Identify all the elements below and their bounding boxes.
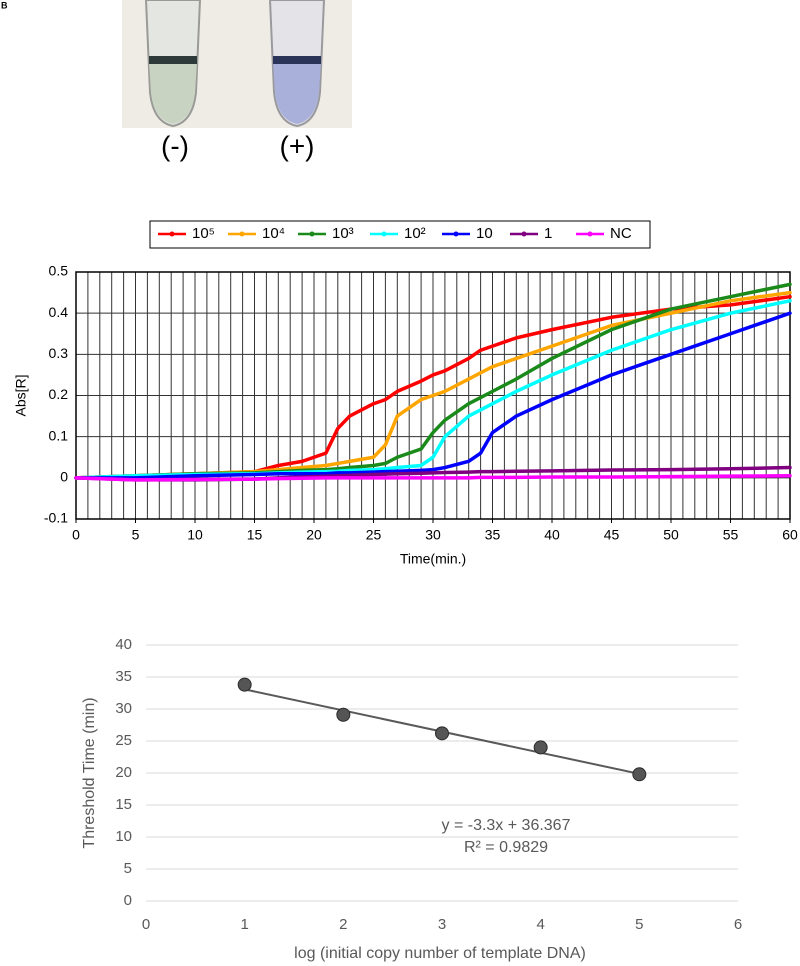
y-tick-label: 30 xyxy=(115,700,132,717)
y-tick-label: 25 xyxy=(115,732,132,749)
y-tick-label: 0.2 xyxy=(49,386,69,402)
legend-marker xyxy=(587,231,593,237)
x-tick-label: 50 xyxy=(663,527,679,543)
tube-photo xyxy=(122,0,352,128)
series-line xyxy=(74,290,792,480)
trendline-r2: R² = 0.9829 xyxy=(464,839,548,856)
legend-label: 10² xyxy=(404,225,426,242)
x-axis-label: Time(min.) xyxy=(400,551,466,567)
x-tick-label: 6 xyxy=(734,916,742,933)
series-line xyxy=(74,294,792,480)
legend-label: 1 xyxy=(544,225,552,242)
tube-label: (-) xyxy=(161,130,189,161)
series-line xyxy=(74,311,792,480)
y-tick-label: 0.1 xyxy=(49,427,69,443)
y-tick-label: 0 xyxy=(124,892,132,909)
y-tick-label: 5 xyxy=(124,860,132,877)
y-tick-label: 10 xyxy=(115,828,132,845)
y-tick-label: 35 xyxy=(115,668,132,685)
y-tick-label: 0.3 xyxy=(49,345,69,361)
legend-label: 10⁴ xyxy=(262,225,285,242)
legend-label: NC xyxy=(610,225,632,242)
x-tick-label: 60 xyxy=(782,527,798,543)
legend-label: 10⁵ xyxy=(192,225,215,242)
y-tick-label: 0.4 xyxy=(49,304,69,320)
legend-marker xyxy=(169,231,175,237)
y-tick-label: 15 xyxy=(115,796,132,813)
x-tick-label: 0 xyxy=(142,916,150,933)
x-tick-label: 55 xyxy=(723,527,739,543)
series-line xyxy=(74,474,792,482)
data-point xyxy=(435,726,449,741)
x-tick-label: 10 xyxy=(187,527,203,543)
x-tick-label: 3 xyxy=(438,916,446,933)
y-axis-label: Abs[R] xyxy=(13,374,29,416)
data-point xyxy=(533,740,548,755)
x-tick-label: 35 xyxy=(485,527,501,543)
x-tick-label: 15 xyxy=(247,527,263,543)
x-tick-label: 1 xyxy=(240,916,248,933)
legend-marker xyxy=(521,231,527,237)
legend-label: 10 xyxy=(476,225,493,242)
x-tick-label: 30 xyxy=(425,527,441,543)
legend-marker xyxy=(453,231,459,237)
x-tick-label: 5 xyxy=(635,916,643,933)
x-tick-label: 2 xyxy=(339,916,347,933)
x-tick-label: 40 xyxy=(544,527,560,543)
y-tick-label: 20 xyxy=(115,764,132,781)
legend-marker xyxy=(381,231,387,237)
y-tick-label: 0 xyxy=(60,469,68,485)
data-point xyxy=(336,707,351,722)
y-axis-label: Threshold Time (min) xyxy=(81,697,98,848)
data-point xyxy=(237,677,252,692)
y-tick-label: 0.5 xyxy=(49,263,69,279)
plot-frame xyxy=(75,271,791,520)
legend-box xyxy=(149,220,651,249)
x-tick-label: 25 xyxy=(366,527,382,543)
x-axis-label: log (initial copy number of template DNA… xyxy=(294,945,586,962)
legend-marker xyxy=(309,231,315,237)
x-tick-label: 5 xyxy=(132,527,140,543)
legend-label: 10³ xyxy=(332,225,354,242)
data-point xyxy=(632,767,647,782)
y-tick-label: 40 xyxy=(115,636,132,653)
x-tick-label: 45 xyxy=(604,527,620,543)
x-tick-label: 20 xyxy=(306,527,322,543)
panel-label: B xyxy=(1,0,8,10)
y-tick-label: -0.1 xyxy=(44,510,68,526)
x-tick-label: 4 xyxy=(536,916,544,933)
x-tick-label: 0 xyxy=(72,527,80,543)
trendline-equation: y = -3.3x + 36.367 xyxy=(442,817,571,834)
legend-marker xyxy=(239,231,245,237)
tube-label: (+) xyxy=(280,130,315,161)
